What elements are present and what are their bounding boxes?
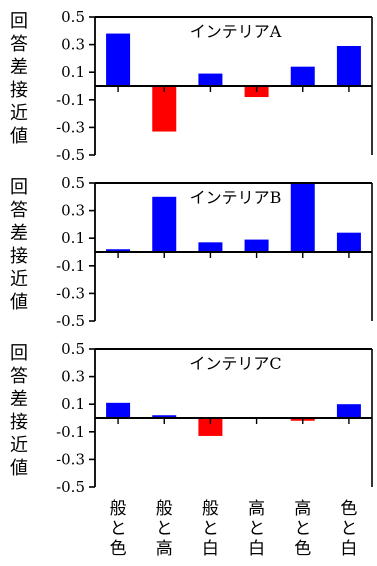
y-tick-label: -0.1: [56, 91, 85, 109]
x-category-label-char: 般: [156, 499, 173, 519]
bar: [198, 418, 223, 436]
y-axis-label-char: 回: [10, 343, 28, 364]
x-category-label-char: 高: [156, 539, 173, 559]
y-tick-label: -0.3: [56, 450, 85, 468]
x-category-label-char: 般: [202, 499, 219, 519]
y-tick-label: 0.1: [61, 229, 85, 247]
x-category-label-char: と: [156, 519, 173, 539]
panel-title: インテリアA: [190, 22, 282, 41]
x-category-label-char: と: [110, 519, 127, 539]
y-axis-label-char: 近: [10, 269, 28, 290]
y-axis-label-char: 値: [10, 292, 28, 313]
y-tick-label: 0.5: [61, 340, 85, 358]
y-axis-label-char: 回: [10, 177, 28, 198]
y-axis-label-char: 答: [10, 200, 28, 221]
y-tick-label: -0.1: [56, 423, 85, 441]
x-category-label-char: 高: [294, 499, 311, 519]
bar: [106, 249, 131, 252]
y-axis-label-char: 値: [10, 126, 28, 147]
bar: [198, 242, 223, 252]
y-axis-label-char: 回: [10, 11, 28, 32]
y-tick-label: 0.3: [61, 202, 85, 220]
y-tick-label: 0.1: [61, 63, 85, 81]
x-category-label-char: 高: [248, 499, 265, 519]
x-category-label-char: 般: [110, 499, 127, 519]
y-axis-label-char: 値: [10, 458, 28, 479]
bar: [106, 402, 131, 418]
y-axis-label-char: 接: [10, 246, 28, 267]
bar: [106, 33, 131, 86]
y-axis-label-char: 接: [10, 80, 28, 101]
x-category-label-char: と: [340, 519, 357, 539]
x-category-label-char: と: [294, 519, 311, 539]
x-category-label-char: 白: [340, 539, 357, 559]
y-axis-label-char: 近: [10, 435, 28, 456]
x-category-label-char: 色: [340, 499, 357, 519]
y-tick-label: -0.5: [56, 478, 85, 496]
bar: [336, 232, 361, 252]
bar: [290, 183, 315, 252]
y-axis-label-char: 接: [10, 412, 28, 433]
y-axis-label-char: 差: [10, 389, 28, 410]
panel-title: インテリアB: [190, 188, 282, 207]
y-axis-label-char: 差: [10, 57, 28, 78]
x-category-label-char: と: [202, 519, 219, 539]
panel-title: インテリアC: [189, 354, 281, 373]
y-tick-label: -0.5: [56, 146, 85, 164]
y-tick-label: -0.3: [56, 118, 85, 136]
y-tick-label: 0.1: [61, 395, 85, 413]
bar: [198, 73, 223, 86]
y-tick-label: -0.5: [56, 312, 85, 330]
x-category-label-char: 白: [248, 539, 265, 559]
bar: [152, 415, 177, 418]
y-axis-label-char: 答: [10, 34, 28, 55]
x-category-label-char: 色: [110, 539, 127, 559]
y-tick-label: 0.5: [61, 8, 85, 26]
y-axis-label-char: 近: [10, 103, 28, 124]
y-tick-label: 0.3: [61, 368, 85, 386]
y-tick-label: -0.1: [56, 257, 85, 275]
y-axis-label-char: 答: [10, 366, 28, 387]
bar: [152, 86, 177, 132]
y-tick-label: 0.5: [61, 174, 85, 192]
bar: [290, 66, 315, 86]
y-tick-label: 0.3: [61, 36, 85, 54]
y-tick-label: -0.3: [56, 284, 85, 302]
bar: [336, 404, 361, 418]
y-axis-label-char: 差: [10, 223, 28, 244]
bar: [336, 45, 361, 86]
x-category-label-char: と: [248, 519, 265, 539]
x-category-label-char: 色: [294, 539, 311, 559]
x-category-label-char: 白: [202, 539, 219, 559]
bar: [244, 239, 269, 252]
bar: [152, 196, 177, 252]
